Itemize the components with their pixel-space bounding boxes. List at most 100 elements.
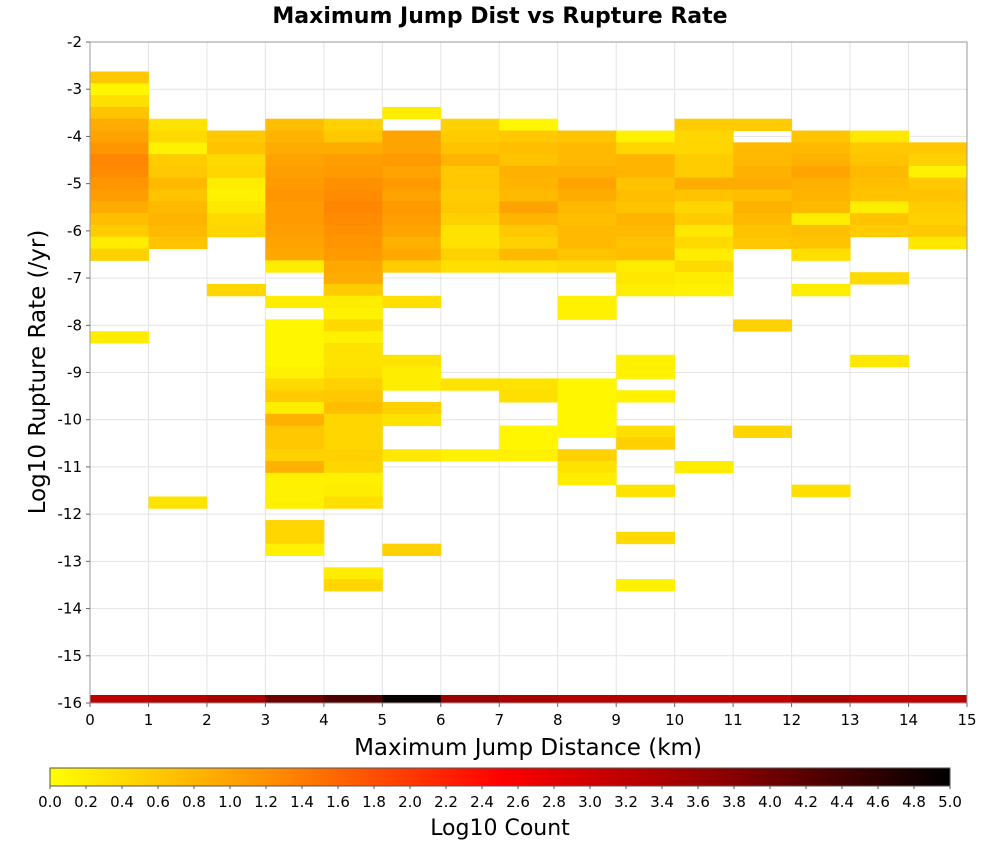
colorbar-tick-label: 5.0 <box>938 793 962 811</box>
heatmap-cell <box>382 106 442 120</box>
heatmap-cell <box>265 201 325 214</box>
heatmap-cell <box>791 154 851 167</box>
heatmap-cell <box>323 307 383 320</box>
y-axis-label: Log10 Rupture Rate (/yr) <box>25 230 51 515</box>
heatmap-cell <box>323 437 383 450</box>
heatmap-cell <box>323 402 383 415</box>
heatmap-cell <box>323 224 383 238</box>
heatmap-cell <box>908 165 968 179</box>
heatmap-cell <box>323 484 383 497</box>
heatmap-cell <box>499 224 559 238</box>
heatmap-cell <box>90 331 149 344</box>
heatmap-cell <box>674 165 734 179</box>
y-tick-label: -12 <box>58 505 83 523</box>
heatmap-cell <box>616 213 676 226</box>
heatmap-cell <box>616 189 676 202</box>
heatmap-cell <box>323 165 383 179</box>
heatmap-cell <box>733 224 793 238</box>
heatmap-cell <box>265 484 325 497</box>
heatmap-cell <box>674 236 734 250</box>
heatmap-cell <box>382 260 442 273</box>
heatmap-cell <box>908 236 968 250</box>
heatmap-cell <box>265 520 325 533</box>
colorbar-tick-label: 2.2 <box>434 793 458 811</box>
heatmap-cell <box>206 189 266 202</box>
strip-cell <box>265 694 325 703</box>
x-tick-label: 6 <box>436 711 446 729</box>
heatmap-cell <box>850 224 910 238</box>
heatmap-cell <box>674 272 734 285</box>
heatmap-cell <box>440 130 500 143</box>
heatmap-cell <box>90 154 149 167</box>
heatmap-cell <box>440 142 500 155</box>
heatmap-cell <box>791 224 851 238</box>
heatmap-cell <box>265 472 325 486</box>
heatmap-cell <box>265 118 325 132</box>
colorbar-tick-label: 3.6 <box>686 793 710 811</box>
heatmap-cell <box>557 165 617 179</box>
heatmap-cell <box>323 283 383 297</box>
x-tick-label: 11 <box>724 711 743 729</box>
heatmap-cell <box>616 260 676 273</box>
bottom-strip <box>90 694 968 703</box>
heatmap-cell <box>265 130 325 143</box>
heatmap-cell <box>908 189 968 202</box>
heatmap-cell <box>265 425 325 438</box>
heatmap-cell <box>440 118 500 132</box>
heatmap-cell <box>265 390 325 403</box>
heatmap-cell <box>499 213 559 226</box>
heatmap-cell <box>382 543 442 556</box>
colorbar-tick-label: 1.2 <box>254 793 278 811</box>
heatmap-cell <box>440 260 500 273</box>
heatmap-cell <box>265 461 325 474</box>
heatmap-cell <box>791 165 851 179</box>
heatmap-cell <box>557 461 617 474</box>
heatmap-cell <box>90 95 149 108</box>
strip-cell <box>90 694 149 703</box>
heatmap-cell <box>382 130 442 143</box>
heatmap-cell <box>382 295 442 309</box>
heatmap-cell <box>206 224 266 238</box>
heatmap-cell <box>90 189 149 202</box>
heatmap-cell <box>382 142 442 155</box>
heatmap-cell <box>323 496 383 509</box>
heatmap-cell <box>616 224 676 238</box>
colorbar-tick-label: 0.6 <box>146 793 170 811</box>
colorbar-ticks: 0.0 0.2 0.4 0.6 0.8 1.0 1.2 1.4 1.6 1.8 2.0 2.2 2.4 2… <box>38 786 962 811</box>
heatmap-cell <box>674 177 734 191</box>
heatmap-cell <box>557 378 617 391</box>
y-tick-label: -4 <box>67 127 82 145</box>
heatmap-cell <box>674 118 734 132</box>
x-tick-label: 3 <box>261 711 271 729</box>
heatmap-cell <box>323 130 383 143</box>
heatmap-cell <box>323 260 383 273</box>
heatmap-cell <box>265 531 325 545</box>
heatmap-cell <box>440 224 500 238</box>
heatmap-cell <box>323 154 383 167</box>
heatmap-cell <box>557 142 617 155</box>
heatmap-cell <box>382 354 442 368</box>
heatmap-cell <box>382 213 442 226</box>
x-tick-label: 5 <box>378 711 388 729</box>
heatmap-cell <box>90 201 149 214</box>
y-tick-label: -2 <box>67 33 82 51</box>
colorbar-tick-label: 3.0 <box>578 793 602 811</box>
heatmap-cell <box>557 425 617 438</box>
heatmap-cell <box>90 83 149 96</box>
heatmap-cell <box>382 165 442 179</box>
strip-cell <box>382 694 442 703</box>
heatmap-cell <box>733 201 793 214</box>
heatmap-cell <box>733 118 793 132</box>
heatmap-cell <box>323 425 383 438</box>
heatmap-cell <box>382 413 442 427</box>
x-tick-label: 9 <box>611 711 621 729</box>
heatmap-cell <box>557 472 617 486</box>
heatmap-cell <box>323 236 383 250</box>
heatmap-cell <box>616 201 676 214</box>
heatmap-cell <box>557 260 617 273</box>
heatmap-cell <box>148 118 208 132</box>
heatmap-cell <box>440 165 500 179</box>
heatmap-cell <box>674 142 734 155</box>
heatmap-cell <box>674 189 734 202</box>
